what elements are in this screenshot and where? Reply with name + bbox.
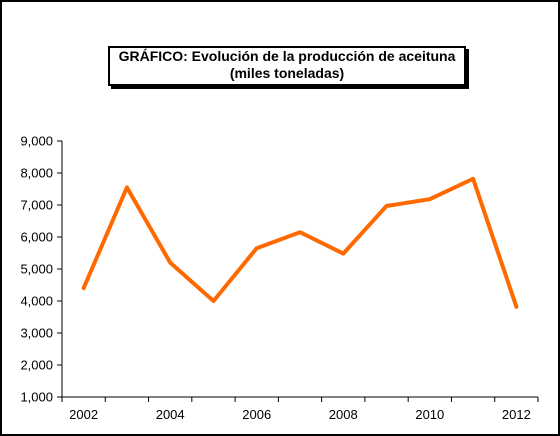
data-point — [82, 286, 86, 290]
y-tick-label: 5,000 — [20, 262, 53, 277]
x-axis: 2002 2004 2006 2008 2010 2012 — [61, 396, 539, 422]
y-tick-label: 8,000 — [20, 166, 53, 181]
series-layer — [81, 176, 519, 309]
data-point — [255, 246, 259, 250]
data-point — [298, 230, 302, 234]
x-tick-label: 2012 — [502, 407, 531, 422]
y-axis: 9,000 8,000 7,000 6,000 5,000 4,000 3,000 2,000… — [20, 134, 63, 405]
y-tick-label: 7,000 — [20, 198, 53, 213]
data-point — [428, 197, 432, 201]
x-tick-label: 2006 — [242, 407, 271, 422]
x-tick-label: 2010 — [415, 407, 444, 422]
chart-title: GRÁFICO: Evolución de la producción de a… — [118, 48, 456, 64]
data-point — [514, 305, 518, 309]
x-tick-label: 2004 — [156, 407, 185, 422]
x-tick-label: 2008 — [329, 407, 358, 422]
data-point — [385, 204, 389, 208]
y-tick-label: 9,000 — [20, 134, 53, 149]
y-tick-label: 1,000 — [20, 390, 53, 405]
y-tick-label: 6,000 — [20, 230, 53, 245]
data-point — [211, 299, 215, 303]
data-point — [471, 177, 475, 181]
chart-title-box: GRÁFICO: Evolución de la producción de a… — [108, 46, 466, 86]
data-point — [168, 261, 172, 265]
x-tick-label: 2002 — [69, 407, 98, 422]
data-point — [125, 185, 129, 189]
y-tick-label: 3,000 — [20, 326, 53, 341]
series-line — [81, 176, 519, 309]
chart-subtitle: (miles toneladas) — [229, 65, 345, 81]
y-tick-label: 2,000 — [20, 358, 53, 373]
y-tick-label: 4,000 — [20, 294, 53, 309]
data-point — [341, 252, 345, 256]
